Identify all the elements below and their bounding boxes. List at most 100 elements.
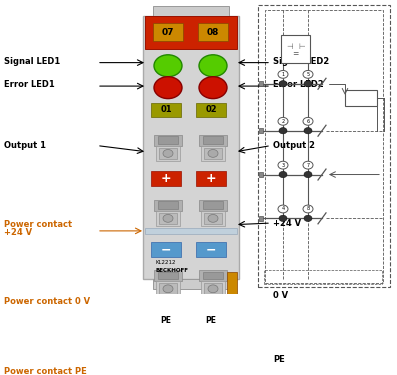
Bar — [158, 342, 178, 350]
Text: PE: PE — [206, 316, 216, 325]
Text: 2: 2 — [281, 119, 285, 124]
Bar — [151, 102, 181, 117]
Bar — [203, 272, 223, 279]
Circle shape — [279, 128, 287, 134]
Circle shape — [278, 161, 288, 169]
Text: 02: 02 — [205, 105, 217, 114]
Bar — [145, 369, 237, 375]
Text: 4: 4 — [281, 207, 285, 212]
Bar — [153, 279, 229, 289]
Bar — [145, 298, 237, 304]
Text: +: + — [206, 172, 216, 185]
Bar — [196, 171, 226, 186]
Text: −: − — [161, 243, 171, 256]
Circle shape — [154, 55, 182, 77]
Bar — [159, 284, 177, 294]
Circle shape — [303, 117, 313, 125]
Circle shape — [208, 150, 218, 158]
Bar — [156, 146, 180, 161]
Bar — [159, 354, 177, 365]
Bar — [259, 81, 263, 86]
Bar — [151, 171, 181, 186]
Text: 7: 7 — [306, 163, 310, 168]
Bar — [198, 24, 228, 41]
Bar — [196, 242, 226, 258]
Bar — [154, 135, 182, 146]
Bar — [145, 16, 237, 48]
Bar — [201, 281, 225, 297]
Bar — [199, 270, 227, 281]
Bar — [204, 213, 222, 224]
Circle shape — [278, 205, 288, 213]
Text: Output 2: Output 2 — [273, 141, 315, 150]
Bar — [258, 6, 390, 287]
Bar — [151, 242, 181, 258]
Bar — [153, 24, 183, 41]
Circle shape — [304, 215, 312, 222]
Circle shape — [199, 77, 227, 99]
Circle shape — [163, 150, 173, 158]
Bar — [145, 228, 237, 234]
Text: 6: 6 — [306, 119, 310, 124]
Bar — [201, 351, 225, 367]
Text: −: − — [206, 243, 216, 256]
Bar — [201, 210, 225, 226]
Text: PE: PE — [160, 316, 172, 325]
Bar — [143, 16, 239, 279]
Text: Error LED1: Error LED1 — [4, 80, 55, 89]
Text: $=$: $=$ — [291, 48, 300, 57]
Circle shape — [304, 171, 312, 178]
Circle shape — [154, 77, 182, 99]
Bar — [158, 201, 178, 209]
Bar — [265, 10, 383, 282]
Circle shape — [278, 117, 288, 125]
Text: Error LED2: Error LED2 — [273, 80, 324, 89]
Text: 1: 1 — [281, 72, 285, 77]
Bar — [259, 128, 263, 133]
Bar — [159, 148, 177, 159]
Text: 08: 08 — [207, 28, 219, 37]
Circle shape — [303, 70, 313, 78]
Text: 01: 01 — [160, 105, 172, 114]
Text: 8: 8 — [306, 207, 310, 212]
Bar — [227, 272, 237, 298]
Text: 07: 07 — [162, 28, 174, 37]
Bar — [156, 210, 180, 226]
Bar — [158, 272, 178, 279]
Text: Power contact: Power contact — [4, 220, 72, 229]
Circle shape — [163, 356, 173, 363]
Circle shape — [163, 285, 173, 293]
Text: 5: 5 — [306, 72, 310, 77]
Text: Power contact PE: Power contact PE — [4, 367, 87, 375]
Bar — [345, 90, 377, 106]
Circle shape — [304, 128, 312, 134]
Bar — [204, 284, 222, 294]
Circle shape — [279, 215, 287, 222]
Bar — [156, 281, 180, 297]
Circle shape — [279, 81, 287, 87]
Bar — [154, 340, 182, 351]
Bar — [203, 136, 223, 144]
Text: KL2212: KL2212 — [155, 260, 175, 265]
Bar — [264, 270, 382, 284]
Text: Power contact 0 V: Power contact 0 V — [4, 297, 90, 306]
Bar — [203, 201, 223, 209]
Text: BECKHOFF: BECKHOFF — [155, 267, 188, 273]
Bar — [159, 213, 177, 224]
Circle shape — [208, 356, 218, 363]
Bar — [196, 102, 226, 117]
Text: PE: PE — [273, 355, 285, 364]
Bar — [156, 351, 180, 367]
Bar — [196, 312, 226, 328]
Bar — [199, 200, 227, 210]
Bar — [204, 354, 222, 365]
Bar — [259, 216, 263, 221]
Bar — [151, 312, 181, 328]
Text: 3: 3 — [281, 163, 285, 168]
Circle shape — [163, 214, 173, 222]
Circle shape — [199, 55, 227, 77]
Circle shape — [279, 171, 287, 178]
Circle shape — [303, 205, 313, 213]
Bar — [153, 6, 229, 16]
Circle shape — [303, 161, 313, 169]
